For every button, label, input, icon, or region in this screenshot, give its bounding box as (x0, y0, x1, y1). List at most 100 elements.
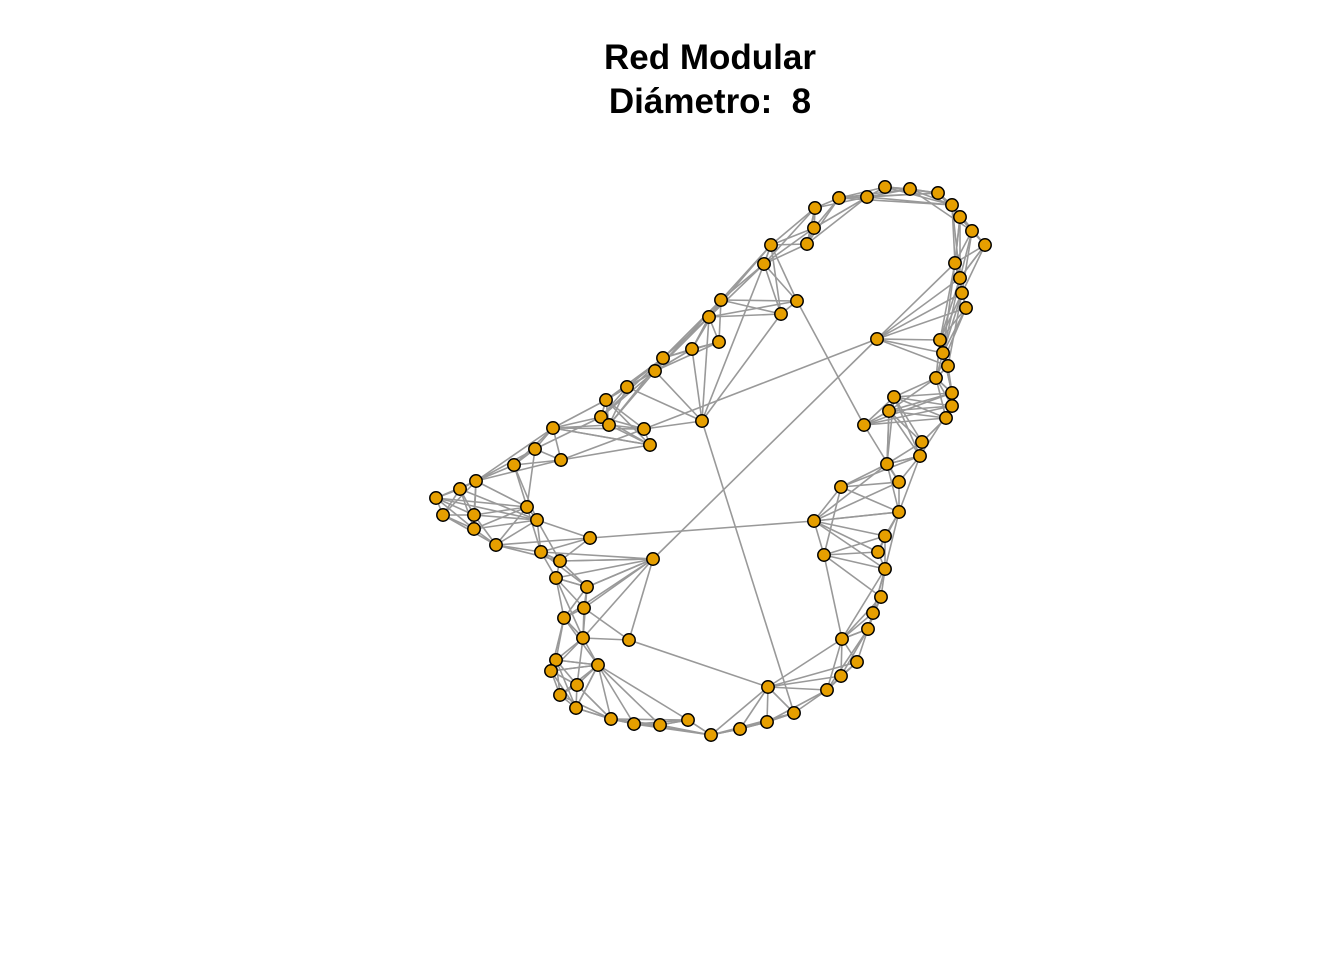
graph-edge (608, 386, 628, 426)
graph-edge (841, 568, 886, 640)
graph-edge (576, 637, 584, 686)
graph-edge (628, 639, 769, 688)
graph-node (835, 632, 849, 646)
graph-node (453, 482, 467, 496)
graph-edge (876, 262, 956, 340)
graph-edge (840, 628, 869, 677)
graph-edge (863, 417, 947, 426)
graph-node (714, 293, 728, 307)
graph-edge (909, 188, 953, 206)
graph-edge (526, 506, 542, 553)
graph-node (602, 418, 616, 432)
graph-node (757, 257, 771, 271)
graph-node (945, 399, 959, 413)
graph-edge (654, 348, 693, 372)
graph-edge (720, 299, 798, 302)
graph-node (953, 271, 967, 285)
graph-node (591, 658, 605, 672)
graph-node (553, 688, 567, 702)
graph-edge (559, 694, 612, 720)
graph-edge (608, 370, 656, 426)
graph-edge (534, 416, 602, 450)
graph-node (800, 237, 814, 251)
plot-title: Red Modular Diámetro: 8 (0, 36, 1344, 124)
graph-edge (840, 481, 900, 488)
graph-edge (806, 196, 868, 245)
graph-node (554, 453, 568, 467)
graph-edge (935, 307, 967, 379)
graph-edge (536, 519, 561, 562)
graph-edge (939, 292, 963, 341)
graph-edge (898, 455, 921, 513)
graph-edge (540, 551, 654, 560)
graph-edge (575, 664, 599, 709)
graph-edge (536, 519, 591, 539)
graph-edge (513, 459, 562, 466)
graph-edge (876, 338, 944, 354)
graph-edge (840, 455, 921, 488)
graph-edge (605, 399, 645, 430)
graph-edge (626, 386, 703, 422)
graph-edge (643, 420, 703, 430)
graph-node (580, 580, 594, 594)
graph-node (653, 718, 667, 732)
graph-edge (513, 464, 538, 521)
graph-node (569, 701, 583, 715)
graph-node (620, 380, 634, 394)
graph-edge (823, 551, 879, 556)
graph-node (933, 333, 947, 347)
graph-edge (813, 196, 868, 229)
graph-node (570, 678, 584, 692)
graph-node (834, 480, 848, 494)
graph-edge (770, 227, 815, 246)
graph-node (436, 508, 450, 522)
graph-edge (888, 410, 921, 457)
graph-node (953, 210, 967, 224)
graph-edge (652, 338, 878, 560)
graph-edge (600, 370, 656, 418)
graph-edge (939, 277, 961, 341)
graph-node (860, 190, 874, 204)
graph-node (834, 669, 848, 683)
graph-edge (939, 262, 956, 341)
graph-edge (555, 659, 577, 709)
graph-edge (767, 675, 842, 688)
graph-edge (475, 427, 554, 482)
graph-edge (473, 506, 528, 516)
graph-node (965, 224, 979, 238)
graph-edge (435, 497, 475, 530)
title-line-2: Diámetro: 8 (608, 82, 812, 121)
graph-node (774, 307, 788, 321)
graph-node (681, 713, 695, 727)
graph-edge (710, 686, 769, 736)
graph-edge (582, 637, 630, 641)
graph-edge (888, 377, 937, 412)
graph-edge (826, 628, 869, 691)
graph-node (489, 538, 503, 552)
graph-edge (473, 514, 538, 521)
graph-edge (597, 664, 689, 721)
graph-node (936, 346, 950, 360)
graph-node (646, 552, 660, 566)
graph-edge (473, 519, 538, 530)
graph-node (530, 513, 544, 527)
graph-edge (838, 188, 911, 199)
graph-edge (597, 664, 612, 720)
graph-edge (886, 463, 900, 513)
graph-node (549, 571, 563, 585)
graph-node (712, 335, 726, 349)
graph-node (945, 386, 959, 400)
graph-node (878, 529, 892, 543)
graph-edge (823, 486, 842, 556)
graph-edge (597, 664, 635, 725)
graph-node (820, 683, 834, 697)
title-line-1: Red Modular (604, 38, 816, 77)
graph-node (945, 198, 959, 212)
graph-node (520, 500, 534, 514)
graph-edge (770, 244, 798, 302)
graph-node (733, 722, 747, 736)
graph-edge (823, 554, 886, 570)
graph-node (808, 201, 822, 215)
graph-edge (766, 689, 828, 723)
graph-edge (909, 188, 973, 232)
